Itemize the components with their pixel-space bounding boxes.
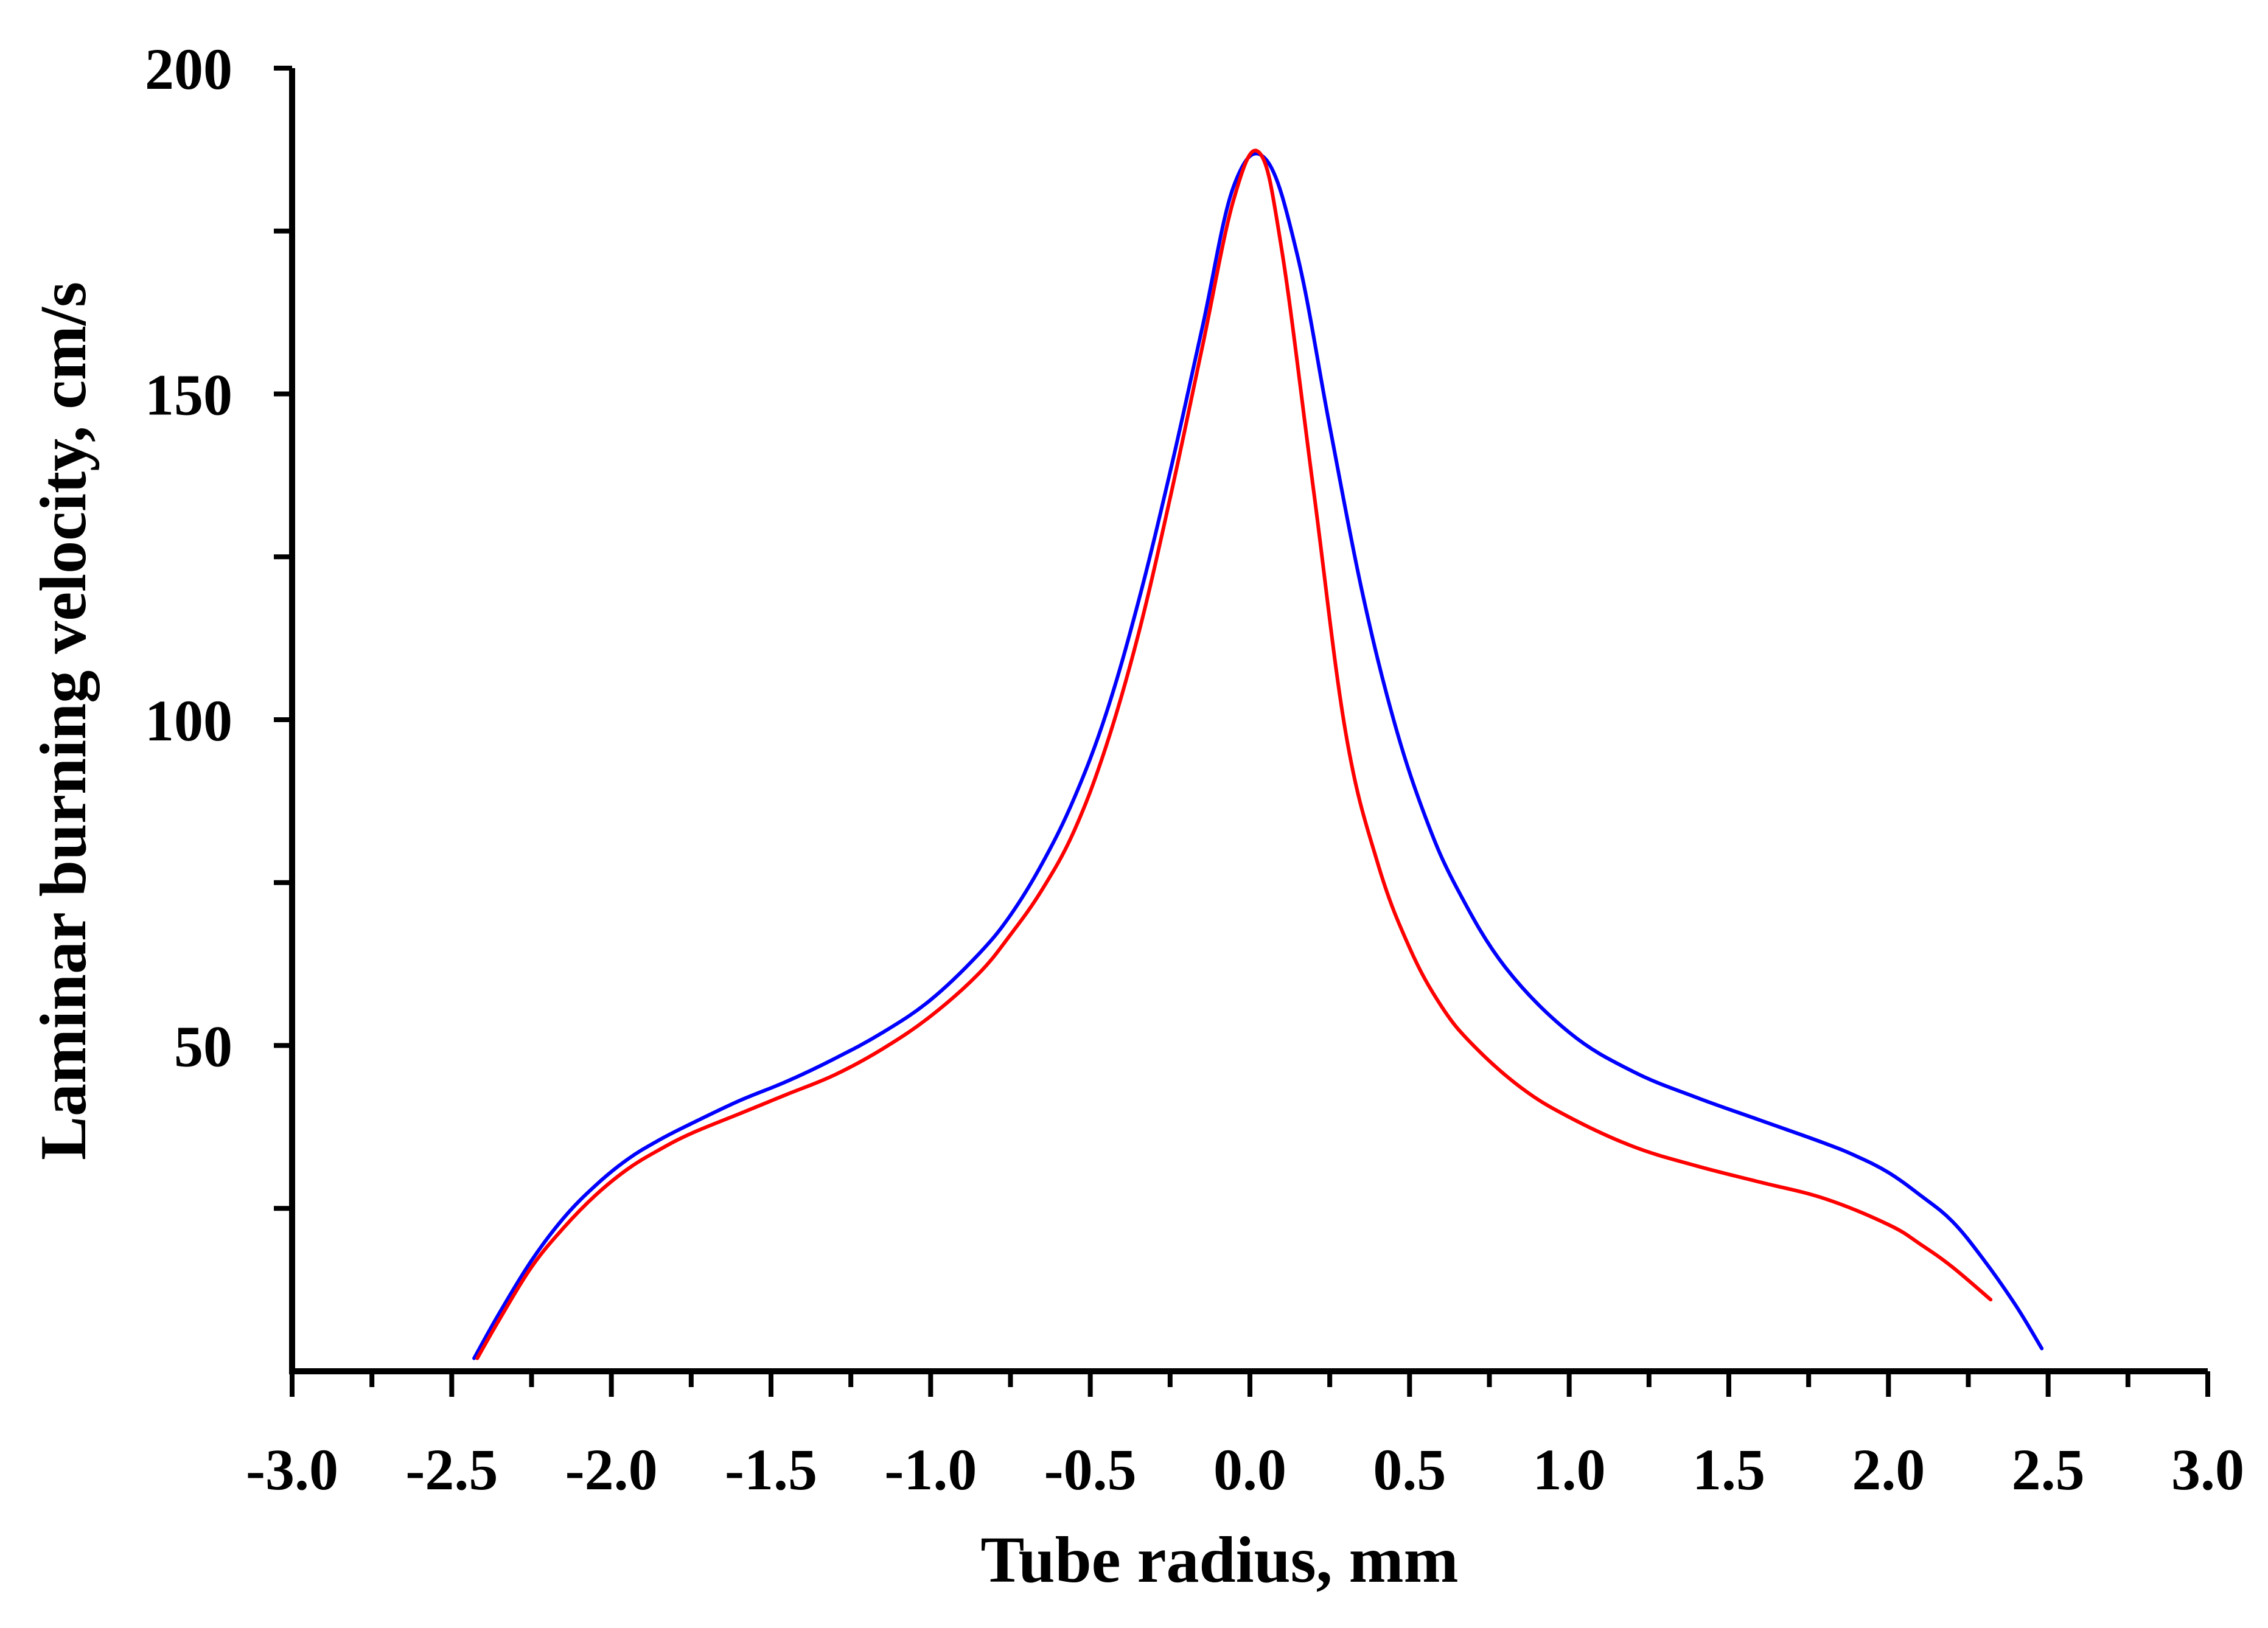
x-ticks-group: -3.0 -2.5 -2.0 -1.5 -1.0 -0.5 0.0 0.5 1.0 1.5 2.0 2… [246, 1371, 2244, 1502]
x-tick-label: 0.0 [1213, 1437, 1286, 1502]
x-tick-label: 1.5 [1692, 1437, 1765, 1502]
axes-group [289, 68, 2208, 1374]
series-group [472, 148, 2044, 1360]
x-tick-label: -2.0 [565, 1437, 658, 1502]
x-tick-label: 3.0 [2171, 1437, 2244, 1502]
series-line-2 [475, 148, 1993, 1360]
y-ticks-group: 50 100 150 200 [145, 37, 292, 1211]
x-tick-label: -0.5 [1044, 1437, 1137, 1502]
y-axis-title: Laminar burning velocity, cm/s [27, 282, 100, 1160]
x-axis-title: Tube radius, mm [980, 1524, 1458, 1596]
y-tick-label: 50 [174, 1014, 232, 1079]
x-tick-label: -1.5 [725, 1437, 817, 1502]
x-tick-label: 2.5 [2012, 1437, 2085, 1502]
y-tick-label: 100 [145, 688, 232, 753]
x-tick-label: 0.5 [1373, 1437, 1446, 1502]
x-tick-label: 1.0 [1533, 1437, 1606, 1502]
series-line-1 [472, 151, 2044, 1360]
x-tick-label: -3.0 [246, 1437, 338, 1502]
x-tick-label: 2.0 [1852, 1437, 1925, 1502]
x-tick-label: -2.5 [405, 1437, 498, 1502]
y-tick-label: 150 [145, 363, 232, 428]
y-tick-label: 200 [145, 37, 232, 102]
x-tick-label: -1.0 [884, 1437, 977, 1502]
